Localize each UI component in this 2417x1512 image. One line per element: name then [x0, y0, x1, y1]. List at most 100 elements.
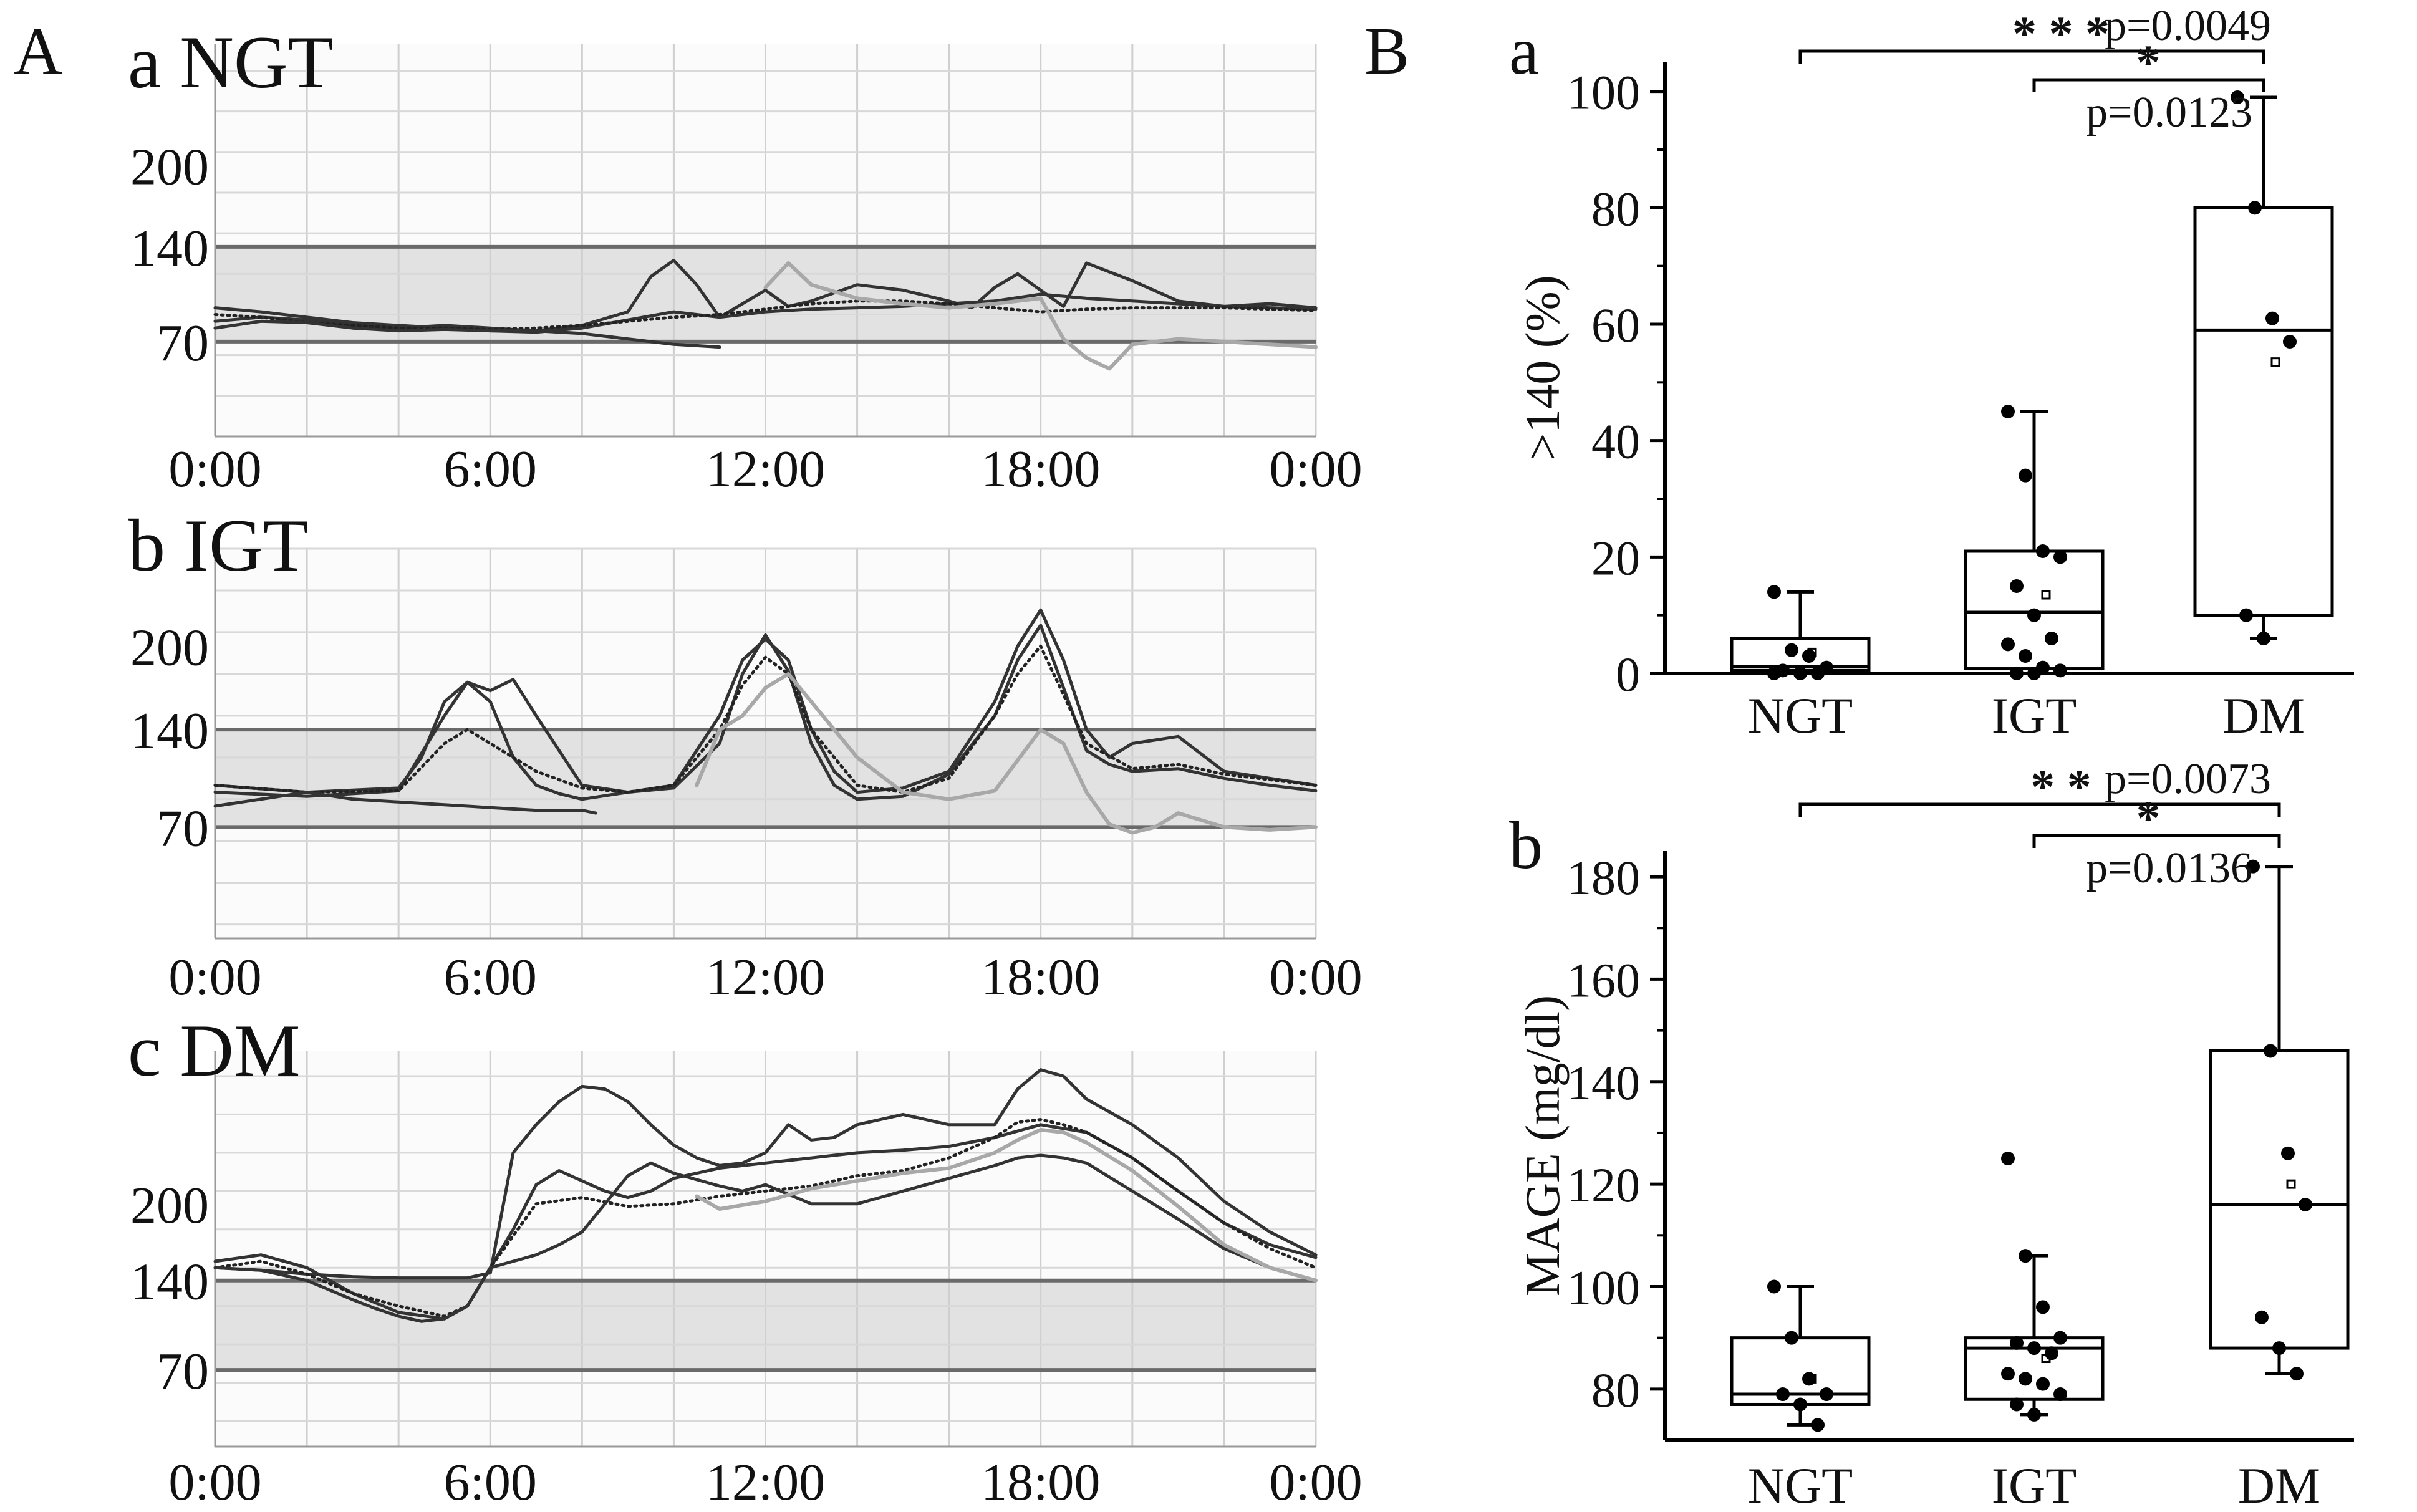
data-point — [1767, 1279, 1781, 1294]
subpanel-letter: b — [1509, 809, 1543, 883]
data-point — [2272, 1341, 2286, 1356]
y-tick-label: 70 — [157, 799, 209, 857]
bracket-igt-dm — [2032, 834, 2281, 848]
y-tick-label: 120 — [1567, 1158, 1640, 1212]
data-point — [1776, 1387, 1790, 1402]
data-point — [2027, 1407, 2041, 1422]
data-point — [1767, 585, 1781, 599]
data-point — [2281, 1146, 2295, 1160]
x-tick-label: 0:00 — [1269, 1453, 1362, 1511]
cgm-chart-ngt: a NGT 200 140 70 0:00 6:00 12:00 18:00 0:00 — [128, 21, 1363, 498]
panel-a-letter: A — [14, 14, 62, 89]
box-iqr — [2193, 206, 2334, 617]
chart-title: c DM — [128, 1009, 301, 1092]
significance-stars-igt-dm: * — [2136, 791, 2161, 845]
y-tick-label: 140 — [130, 219, 209, 277]
category-label: IGT — [1992, 1457, 2077, 1512]
data-point — [2001, 1367, 2015, 1381]
y-axis-label: >140 (%) — [1515, 275, 1570, 460]
box-dm — [2209, 859, 2350, 1381]
data-point — [2053, 1387, 2067, 1402]
group-name: IGT — [184, 504, 309, 587]
data-point — [2045, 1346, 2058, 1360]
p-value-igt-dm: p=0.0123 — [2086, 89, 2252, 137]
x-tick-label: 0:00 — [1269, 948, 1362, 1006]
cgm-trace-trace4 — [213, 319, 721, 349]
category-label: DM — [2222, 687, 2305, 744]
x-tick-label: 6:00 — [444, 440, 537, 498]
data-point — [2010, 579, 2024, 593]
x-tick-label: 0:00 — [168, 440, 261, 498]
data-point — [2027, 667, 2041, 680]
bracket-ngt-dm — [1798, 49, 2265, 64]
data-point — [2001, 1152, 2015, 1166]
data-point — [1802, 1372, 1816, 1386]
subpanel-letter: a — [1509, 14, 1539, 89]
x-tick-label: 6:00 — [444, 1453, 537, 1511]
box-igt — [1964, 1152, 2105, 1422]
data-point — [2045, 632, 2058, 645]
cgm-trace-trace5 — [695, 1128, 1318, 1283]
p-value-ngt-dm: p=0.0073 — [2105, 755, 2271, 803]
data-point — [1785, 643, 1798, 657]
data-point — [2290, 1367, 2304, 1381]
data-point — [2053, 663, 2067, 678]
data-point — [2246, 859, 2260, 874]
mean-marker — [2286, 1179, 2296, 1189]
significance-stars-ngt-dm: * * — [2030, 759, 2091, 814]
significance-stars-igt-dm: * — [2136, 35, 2161, 89]
y-tick-label: 200 — [130, 1177, 209, 1235]
box-dm — [2193, 90, 2334, 645]
x-tick-label: 0:00 — [1269, 440, 1362, 498]
box-ngt — [1730, 1279, 1871, 1432]
data-point — [2027, 608, 2041, 622]
category-label: NGT — [1748, 687, 1853, 744]
p-value-ngt-dm: p=0.0049 — [2105, 2, 2271, 50]
y-tick-label: 40 — [1591, 415, 1640, 469]
data-point — [2283, 335, 2297, 349]
mean-marker — [2041, 590, 2051, 600]
data-point — [2231, 90, 2244, 104]
data-point — [2053, 550, 2067, 564]
cgm-chart-igt: b IGT 200 140 70 0:00 6:00 12:00 18:00 0:00 — [128, 504, 1363, 1006]
cgm-trace-trace3 — [213, 644, 1318, 794]
data-point — [2027, 1341, 2041, 1356]
data-point — [1767, 667, 1781, 680]
group-name: NGT — [180, 21, 334, 104]
data-point — [2010, 1336, 2024, 1350]
y-tick-label: 70 — [157, 314, 209, 372]
cgm-trace-trace1 — [213, 259, 1318, 333]
y-tick-label: 70 — [157, 1342, 209, 1400]
cgm-trace-trace5 — [695, 672, 1318, 835]
cgm-trace-trace5 — [763, 261, 1318, 371]
box-igt — [1964, 405, 2105, 680]
data-point — [2019, 1372, 2032, 1386]
category-label: DM — [2238, 1457, 2320, 1512]
y-tick-label: 200 — [130, 138, 209, 196]
mean-marker — [2270, 357, 2280, 367]
x-tick-label: 0:00 — [168, 948, 261, 1006]
data-point — [2001, 405, 2015, 418]
cgm-trace-trace1 — [213, 608, 1318, 801]
cgm-trace-trace3 — [213, 299, 1318, 331]
data-point — [1793, 1397, 1807, 1412]
x-tick-label: 18:00 — [981, 948, 1100, 1006]
cgm-trace-trace4 — [213, 1153, 1318, 1323]
significance-stars-ngt-dm: * * * — [2012, 6, 2110, 60]
y-tick-label: 140 — [130, 702, 209, 760]
data-point — [2053, 1331, 2067, 1345]
data-point — [2036, 544, 2050, 558]
subpanel-letter: c — [128, 1009, 180, 1092]
data-point — [2019, 649, 2032, 663]
x-tick-label: 12:00 — [706, 948, 825, 1006]
data-point — [1811, 667, 1825, 680]
y-tick-label: 80 — [1591, 181, 1640, 236]
cgm-trace-trace4 — [213, 791, 597, 815]
y-tick-label: 80 — [1591, 1363, 1640, 1417]
y-tick-label: 140 — [130, 1253, 209, 1311]
data-point — [2010, 667, 2024, 680]
subpanel-letter: b — [128, 504, 184, 587]
